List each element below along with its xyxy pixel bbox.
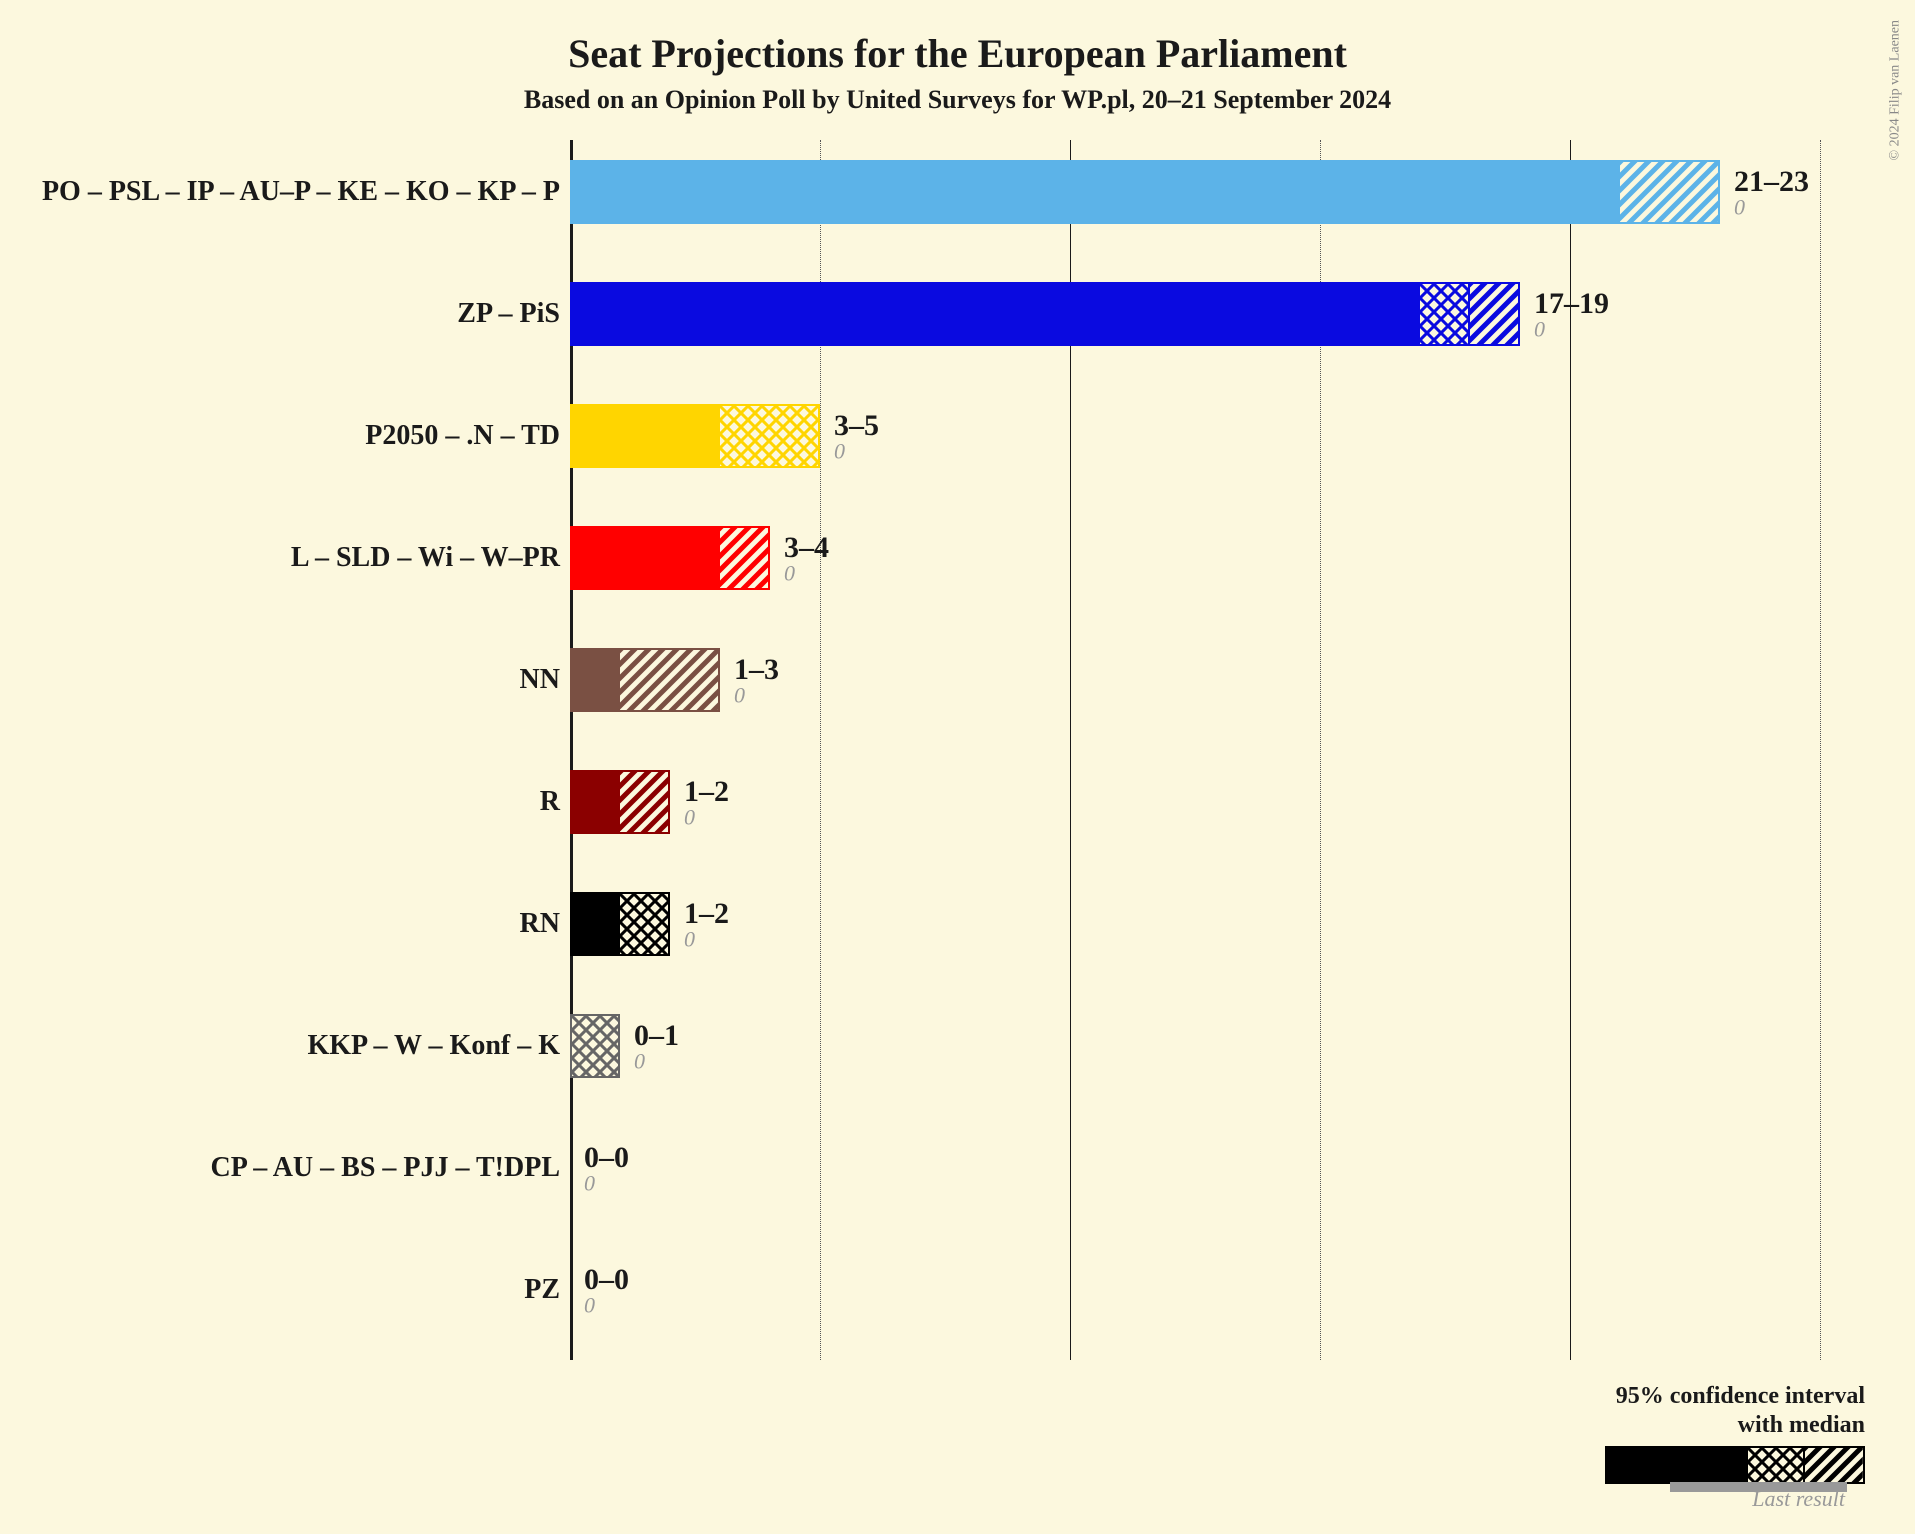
last-result: 0 [634, 1049, 645, 1075]
bar-ci-lower [1420, 282, 1470, 346]
party-row: ZP – PiS 17–190 [0, 274, 1915, 354]
party-label: L – SLD – Wi – W–PR [291, 542, 560, 574]
party-row: NN 1–30 [0, 640, 1915, 720]
chart-area: PO – PSL – IP – AU–P – KE – KO – KP – P … [0, 140, 1915, 1440]
party-row: P2050 – .N – TD 3–50 [0, 396, 1915, 476]
last-result: 0 [784, 561, 795, 587]
seat-range: 21–23 [1734, 165, 1809, 199]
last-result: 0 [584, 1293, 595, 1319]
bar-solid [570, 160, 1620, 224]
bar-ci [570, 1014, 620, 1078]
bar-solid [570, 892, 620, 956]
party-label: NN [520, 664, 560, 696]
party-label: R [540, 786, 560, 818]
bar-ci [720, 404, 820, 468]
party-row: PO – PSL – IP – AU–P – KE – KO – KP – P … [0, 152, 1915, 232]
party-row: KKP – W – Konf – K 0–10 [0, 1006, 1915, 1086]
chart-subtitle: Based on an Opinion Poll by United Surve… [0, 77, 1915, 115]
party-label: RN [520, 908, 560, 940]
legend-line2: with median [1605, 1411, 1865, 1440]
bar-solid [570, 526, 720, 590]
last-result: 0 [834, 439, 845, 465]
legend-bar [1605, 1446, 1865, 1484]
bar-solid [570, 404, 720, 468]
bar-ci [620, 770, 670, 834]
last-result: 0 [734, 683, 745, 709]
last-result: 0 [1734, 195, 1745, 221]
party-label: PO – PSL – IP – AU–P – KE – KO – KP – P [42, 176, 560, 208]
legend-solid [1605, 1446, 1748, 1484]
last-result: 0 [684, 805, 695, 831]
bar-ci-upper [1470, 282, 1520, 346]
party-row: PZ0–00 [0, 1250, 1915, 1330]
bar-ci [1620, 160, 1720, 224]
legend-diag [1805, 1446, 1865, 1484]
bar-solid [570, 770, 620, 834]
bar-solid [570, 282, 1420, 346]
legend-line1: 95% confidence interval [1605, 1382, 1865, 1411]
party-label: ZP – PiS [457, 298, 560, 330]
party-row: CP – AU – BS – PJJ – T!DPL0–00 [0, 1128, 1915, 1208]
bar-ci [620, 892, 670, 956]
party-label: CP – AU – BS – PJJ – T!DPL [210, 1152, 560, 1184]
legend-last-label: Last result [1752, 1486, 1845, 1512]
last-result: 0 [584, 1171, 595, 1197]
legend: 95% confidence interval with median Last… [1605, 1382, 1865, 1484]
legend-cross [1748, 1446, 1805, 1484]
chart-title: Seat Projections for the European Parlia… [0, 0, 1915, 77]
party-label: P2050 – .N – TD [365, 420, 560, 452]
seat-range: 17–19 [1534, 287, 1609, 321]
last-result: 0 [684, 927, 695, 953]
last-result: 0 [1534, 317, 1545, 343]
bar-ci [720, 526, 770, 590]
party-label: PZ [524, 1274, 560, 1306]
bar-solid [570, 648, 620, 712]
party-label: KKP – W – Konf – K [307, 1030, 560, 1062]
bar-ci-upper [620, 648, 720, 712]
party-row: RN 1–20 [0, 884, 1915, 964]
party-row: L – SLD – Wi – W–PR 3–40 [0, 518, 1915, 598]
party-row: R 1–20 [0, 762, 1915, 842]
